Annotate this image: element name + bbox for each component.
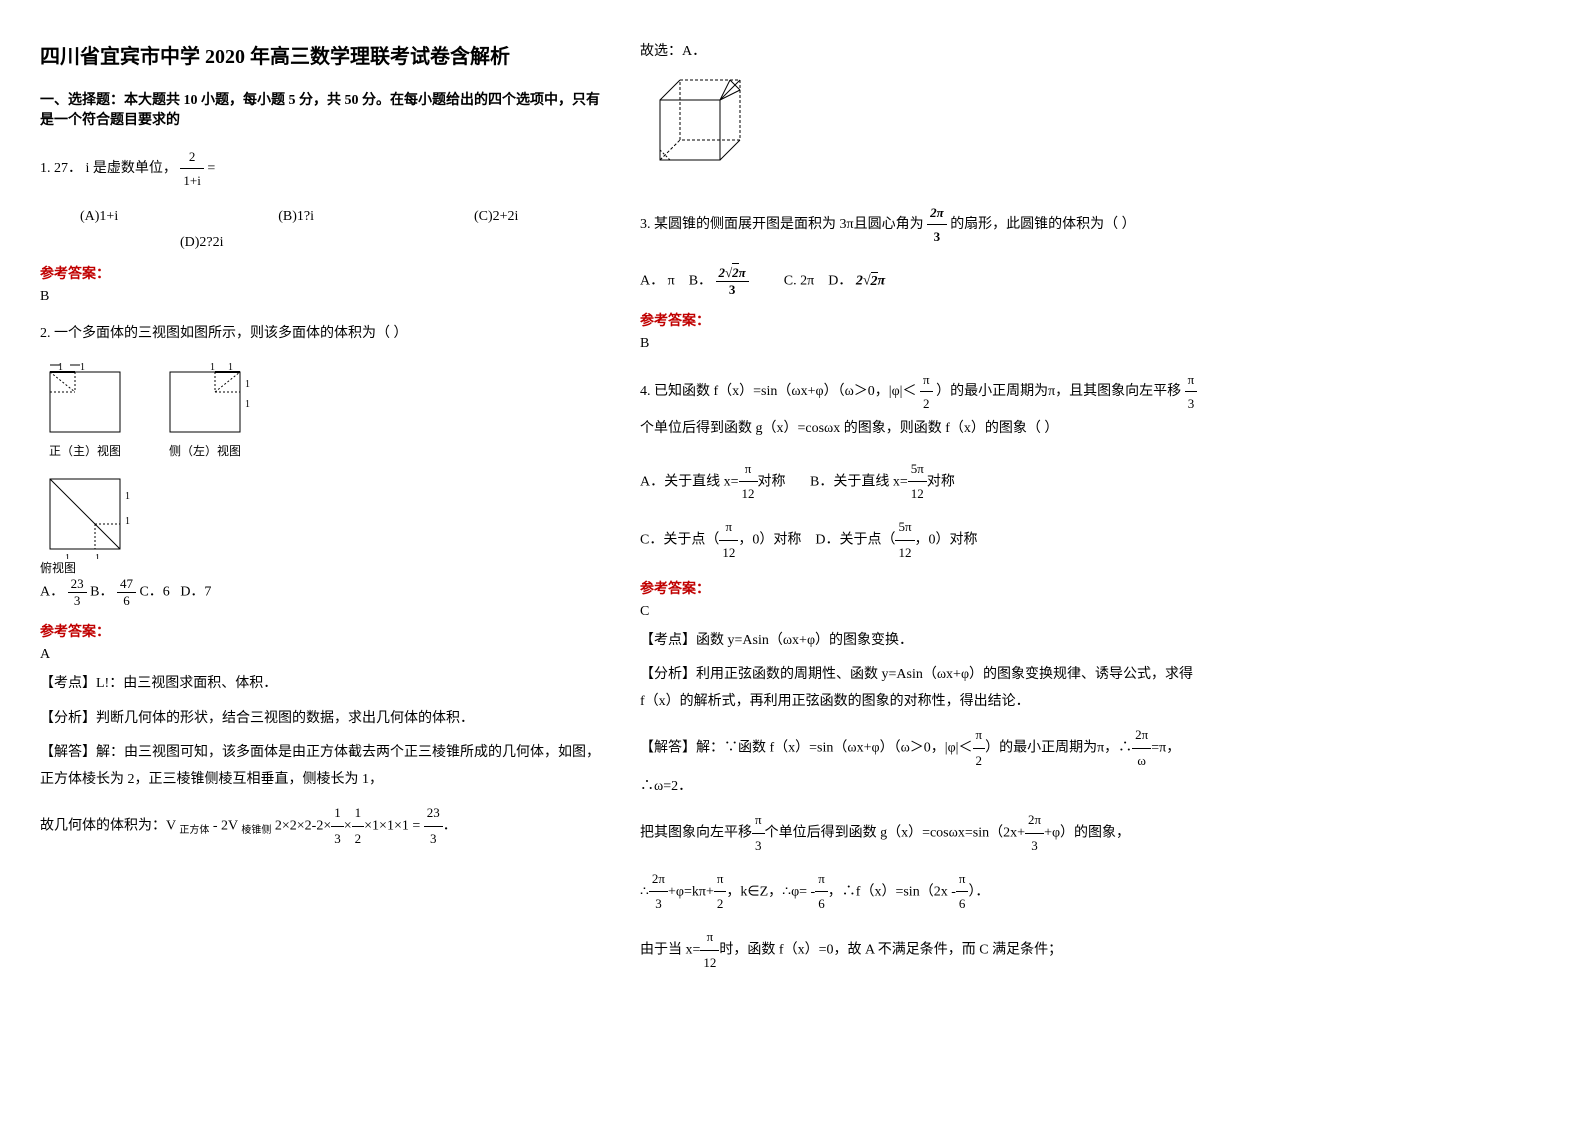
svg-text:1: 1 bbox=[125, 516, 130, 527]
q1-answer: B bbox=[40, 289, 600, 305]
side-view-svg: 1 1 1 1 bbox=[160, 362, 250, 442]
q1-stem-suffix: = bbox=[207, 161, 215, 176]
q4-options-row1: A．关于直线 x=π12对称 B．关于直线 x=5π12对称 bbox=[640, 457, 1200, 507]
q4-point: 【考点】函数 y=Asin（ωx+φ）的图象变换． bbox=[640, 628, 1200, 655]
q3-optB-frac: 2√2π 3 bbox=[716, 265, 749, 298]
q3-stem-suffix: 的扇形，此圆锥的体积为（ ） bbox=[950, 217, 1136, 232]
q2-answer: A bbox=[40, 647, 600, 663]
q2-optA-prefix: A． bbox=[40, 585, 64, 600]
q2-front-view: 1 1 正（主）视图 bbox=[40, 362, 130, 459]
q3-stem-frac: 2π 3 bbox=[927, 201, 947, 249]
front-view-svg: 1 1 bbox=[40, 362, 130, 442]
q3-optA: A． π bbox=[640, 274, 675, 289]
q3-answer: B bbox=[640, 336, 1200, 352]
q3-optD-val: 2√2π bbox=[856, 272, 885, 289]
q2-optB-frac: 47 6 bbox=[117, 576, 136, 609]
section-1-header: 一、选择题：本大题共 10 小题，每小题 5 分，共 50 分。在每小题给出的四… bbox=[40, 89, 600, 129]
q4-analysis: 【分析】利用正弦函数的周期性、函数 y=Asin（ωx+φ）的图象变换规律、诱导… bbox=[640, 662, 1200, 715]
question-3: 3. 某圆锥的侧面展开图是面积为 3π且圆心角为 2π 3 的扇形，此圆锥的体积… bbox=[640, 201, 1200, 249]
svg-text:1: 1 bbox=[125, 491, 130, 502]
q1-optA: (A)1+i bbox=[80, 209, 118, 225]
svg-text:1: 1 bbox=[58, 362, 63, 373]
q3-optC: C. 2π bbox=[784, 274, 814, 289]
q1-fraction: 2 1+i bbox=[180, 145, 203, 193]
q2-optA-frac: 23 3 bbox=[68, 576, 87, 609]
q1-stem-prefix: i 是虚数单位， bbox=[86, 161, 177, 176]
svg-text:1: 1 bbox=[228, 362, 233, 373]
svg-text:1: 1 bbox=[245, 379, 250, 390]
q2-conclusion: 故选：A． bbox=[640, 40, 1200, 60]
top-view-svg: 1 1 1 1 bbox=[40, 469, 130, 559]
q4-answer: C bbox=[640, 604, 1200, 620]
q3-optB-prefix: B． bbox=[689, 274, 712, 289]
q3-answer-label: 参考答案： bbox=[640, 310, 1200, 330]
q2-solve1: 【解答】解：由三视图可知，该多面体是由正方体截去两个正三棱锥所成的几何体，如图，… bbox=[40, 740, 600, 793]
q2-optC: C．6 bbox=[139, 585, 169, 600]
q2-fig3-label: 俯视图 bbox=[40, 559, 600, 576]
page-title: 四川省宜宾市中学 2020 年高三数学理联考试卷含解析 bbox=[40, 40, 600, 69]
svg-text:1: 1 bbox=[80, 362, 85, 373]
cube-svg bbox=[640, 70, 760, 180]
q2-options: A． 23 3 B． 47 6 C．6 D．7 bbox=[40, 576, 600, 609]
q1-optD: (D)2?2i bbox=[180, 235, 224, 250]
q1-options-row2: (D)2?2i bbox=[100, 235, 600, 251]
q2-optB-prefix: B． bbox=[90, 585, 113, 600]
svg-text:1: 1 bbox=[95, 553, 100, 559]
q2-figures-row1: 1 1 正（主）视图 1 1 1 1 侧（左）视图 bbox=[40, 362, 600, 459]
svg-text:1: 1 bbox=[245, 399, 250, 410]
q2-side-view: 1 1 1 1 侧（左）视图 bbox=[160, 362, 250, 459]
q1-optB: (B)1?i bbox=[278, 209, 314, 225]
question-4: 4. 已知函数 f（x）=sin（ωx+φ）（ω＞0，|φ|＜ π2 ）的最小正… bbox=[640, 368, 1200, 441]
right-column: 故选：A． 3. 某圆锥的侧面展开图是面积为 3π且圆心角为 2π 3 的扇形，… bbox=[640, 40, 1200, 983]
q2-answer-label: 参考答案： bbox=[40, 621, 600, 641]
q2-top-view: 1 1 1 1 俯视图 bbox=[40, 469, 600, 576]
q2-fig1-label: 正（主）视图 bbox=[40, 442, 130, 459]
q4-answer-label: 参考答案： bbox=[640, 578, 1200, 598]
q2-optD: D．7 bbox=[180, 585, 211, 600]
q1-optC: (C)2+2i bbox=[474, 209, 518, 225]
question-2: 2. 一个多面体的三视图如图所示，则该多面体的体积为（ ） bbox=[40, 321, 600, 346]
q2-solve2: 故几何体的体积为：V 正方体 - 2V 棱锥侧 2×2×2-2×13×12×1×… bbox=[40, 801, 600, 851]
q2-point: 【考点】L!：由三视图求面积、体积． bbox=[40, 671, 600, 698]
q4-solve3: ∴2π3+φ=kπ+π2，k∈Z，∴φ= -π6，∴f（x）=sin（2x -π… bbox=[640, 867, 1200, 917]
q2-analysis: 【分析】判断几何体的形状，结合三视图的数据，求出几何体的体积． bbox=[40, 706, 600, 733]
q3-options: A． π B． 2√2π 3 C. 2π D． 2√2π bbox=[640, 265, 1200, 298]
q1-answer-label: 参考答案： bbox=[40, 263, 600, 283]
q4-options-row2: C．关于点（π12，0）对称 D．关于点（5π12，0）对称 bbox=[640, 515, 1200, 565]
q3-optD-prefix: D． bbox=[828, 274, 852, 289]
q1-number: 1. 27． bbox=[40, 161, 82, 176]
q4-solve1: 【解答】解：∵函数 f（x）=sin（ωx+φ）（ω＞0，|φ|＜π2）的最小正… bbox=[640, 723, 1200, 800]
q1-options-row1: (A)1+i (B)1?i (C)2+2i bbox=[40, 209, 600, 225]
svg-text:1: 1 bbox=[210, 362, 215, 373]
q4-solve2: 把其图象向左平移π3个单位后得到函数 g（x）=cosωx=sin（2x+2π3… bbox=[640, 808, 1200, 858]
left-column: 四川省宜宾市中学 2020 年高三数学理联考试卷含解析 一、选择题：本大题共 1… bbox=[40, 40, 600, 983]
q3-stem-prefix: 3. 某圆锥的侧面展开图是面积为 3π且圆心角为 bbox=[640, 217, 927, 232]
q2-cube-figure bbox=[640, 70, 1200, 185]
q4-solve4: 由于当 x=π12时，函数 f（x）=0，故 A 不满足条件，而 C 满足条件； bbox=[640, 925, 1200, 975]
q2-fig2-label: 侧（左）视图 bbox=[160, 442, 250, 459]
question-1: 1. 27． i 是虚数单位， 2 1+i = bbox=[40, 145, 600, 193]
